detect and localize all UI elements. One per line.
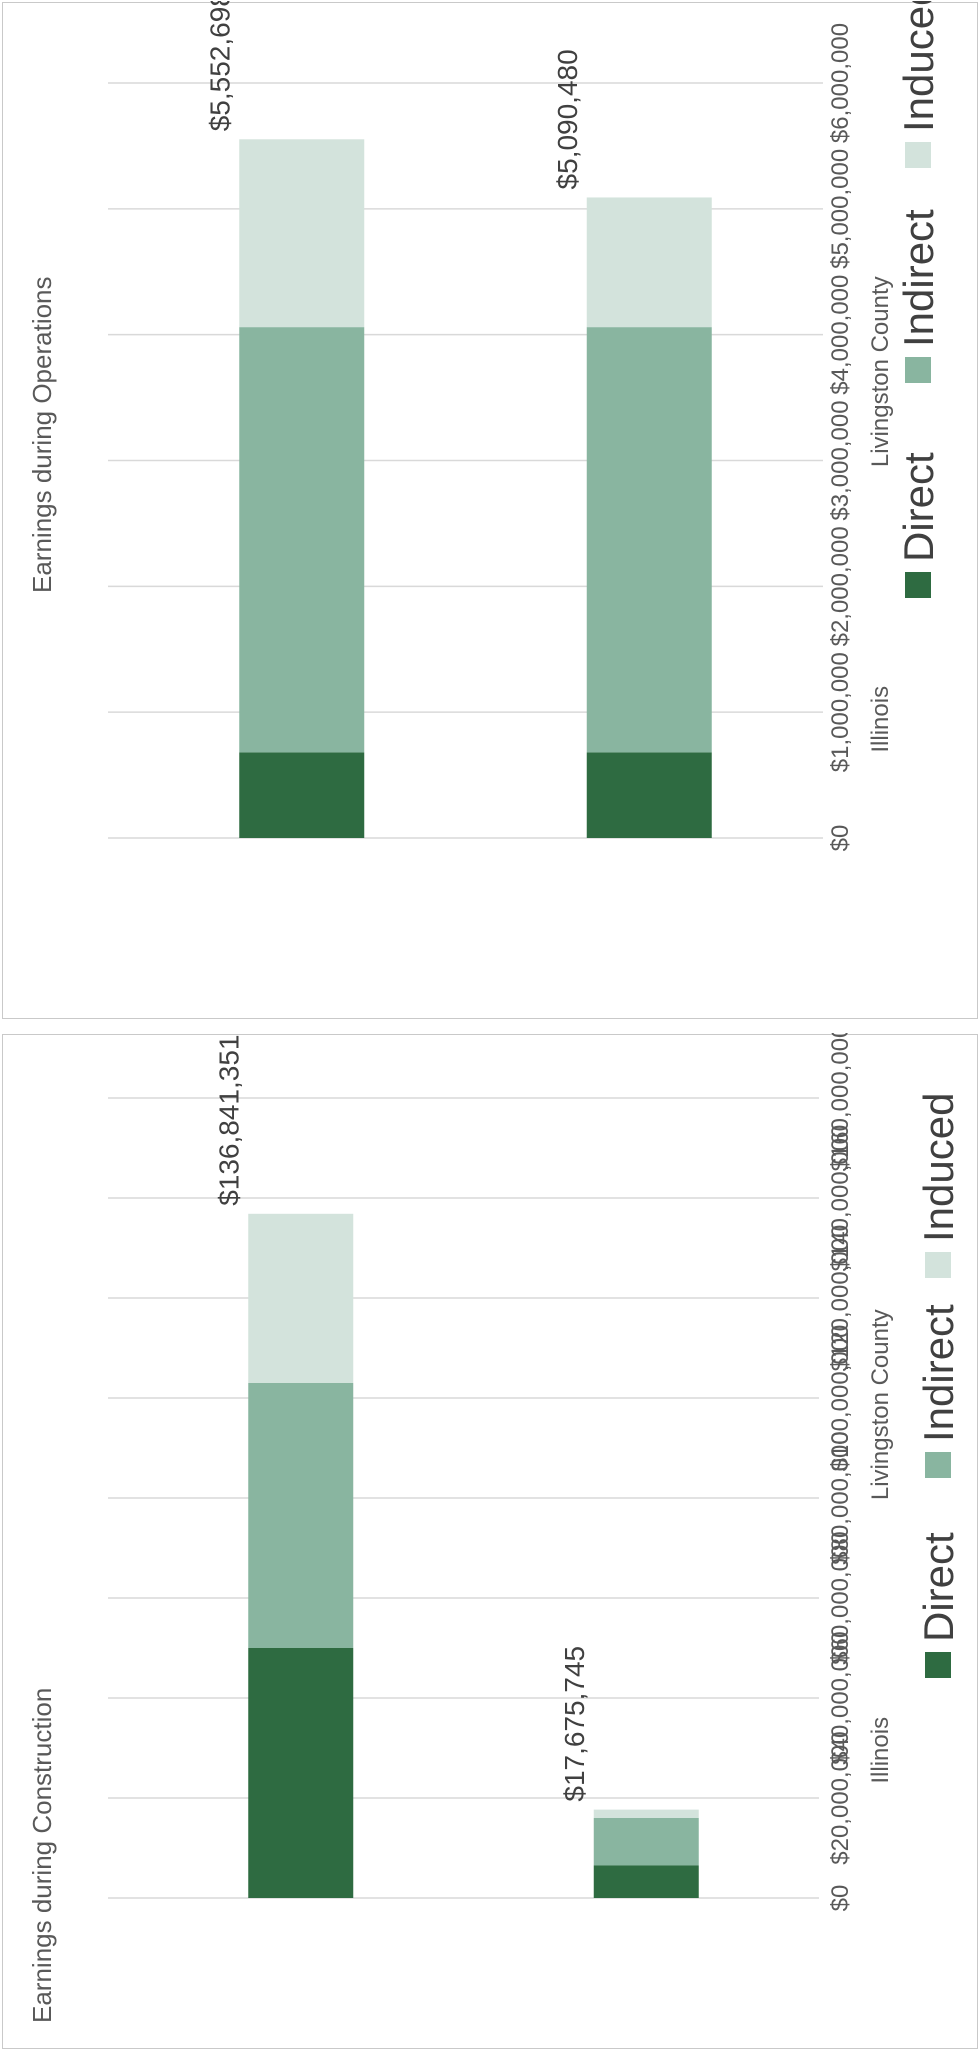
operations-legend-swatch-indirect bbox=[905, 357, 931, 383]
operations-chart-title: Earnings during Operations bbox=[27, 276, 57, 593]
construction-y-tick-label: $40,000,000 bbox=[827, 1631, 854, 1764]
construction-y-tick-label: $60,000,000 bbox=[827, 1531, 854, 1664]
operations-y-tick-label: $5,000,000 bbox=[827, 149, 854, 269]
operations-chart-panel: Earnings during Operations $0 $1,000,000 $2… bbox=[2, 1, 978, 1019]
operations-bar-direct-illinois bbox=[239, 752, 365, 838]
construction-category-label: Livingston County bbox=[867, 1309, 894, 1500]
operations-bar-indirect-livingston bbox=[586, 327, 712, 753]
operations-legend-swatch-induced bbox=[905, 142, 931, 168]
operations-bar-induced-illinois bbox=[239, 139, 365, 328]
construction-bar-direct-livingston bbox=[593, 1865, 699, 1898]
construction-y-tick-label: $0 bbox=[827, 1885, 854, 1912]
construction-bar-induced-livingston bbox=[593, 1809, 699, 1818]
construction-y-tick-label: $140,000,000 bbox=[827, 1125, 854, 1272]
construction-legend-swatch-induced bbox=[925, 1252, 951, 1278]
construction-y-tick-label: $80,000,000 bbox=[827, 1431, 854, 1564]
construction-bar-induced-illinois bbox=[248, 1213, 354, 1383]
construction-legend-label-indirect: Indirect bbox=[915, 1304, 962, 1442]
operations-legend-label-indirect: Indirect bbox=[895, 209, 942, 347]
operations-total-label: $5,090,480 bbox=[552, 49, 583, 189]
operations-category-label: Illinois bbox=[867, 686, 894, 753]
operations-bar-indirect-illinois bbox=[239, 327, 365, 753]
construction-bar-indirect-illinois bbox=[248, 1383, 354, 1648]
operations-legend-label-induced: Induced bbox=[895, 1, 942, 132]
construction-y-tick-label: $160,000,000 bbox=[827, 1033, 854, 1171]
construction-legend-swatch-direct bbox=[925, 1652, 951, 1678]
operations-chart: Earnings during Operations $0 $1,000,000 $2… bbox=[27, 1, 942, 852]
construction-bar-direct-illinois bbox=[248, 1648, 354, 1898]
operations-y-tick-label: $1,000,000 bbox=[827, 652, 854, 772]
operations-category-label: Livingston County bbox=[867, 276, 894, 467]
construction-chart: Earnings during Construction $0 $20,000,00… bbox=[27, 1033, 962, 2023]
construction-y-tick-label: $100,000,000 bbox=[827, 1325, 854, 1472]
construction-chart-title: Earnings during Construction bbox=[27, 1688, 57, 2023]
operations-legend-swatch-direct bbox=[905, 572, 931, 598]
construction-legend-label-induced: Induced bbox=[915, 1093, 962, 1242]
operations-bar-direct-livingston bbox=[586, 752, 712, 838]
construction-legend-swatch-indirect bbox=[925, 1452, 951, 1478]
operations-y-tick-label: $4,000,000 bbox=[827, 275, 854, 395]
construction-bar-indirect-livingston bbox=[593, 1818, 699, 1866]
construction-total-label: $136,841,351 bbox=[213, 1035, 244, 1206]
operations-legend-label-direct: Direct bbox=[895, 452, 942, 562]
construction-legend-label-direct: Direct bbox=[915, 1532, 962, 1642]
construction-total-label: $17,675,745 bbox=[559, 1646, 590, 1802]
construction-y-tick-label: $20,000,000 bbox=[827, 1731, 854, 1864]
operations-total-label: $5,552,698 bbox=[204, 1, 235, 131]
construction-chart-panel: Earnings during Construction $0 $20,000,00… bbox=[2, 1033, 978, 2049]
operations-y-tick-label: $3,000,000 bbox=[827, 400, 854, 520]
operations-y-tick-label: $2,000,000 bbox=[827, 526, 854, 646]
construction-y-tick-label: $120,000,000 bbox=[827, 1225, 854, 1372]
construction-category-label: Illinois bbox=[867, 1717, 894, 1784]
operations-y-tick-label: $6,000,000 bbox=[827, 23, 854, 143]
operations-y-tick-label: $0 bbox=[827, 825, 854, 852]
operations-bar-induced-livingston bbox=[586, 197, 712, 328]
